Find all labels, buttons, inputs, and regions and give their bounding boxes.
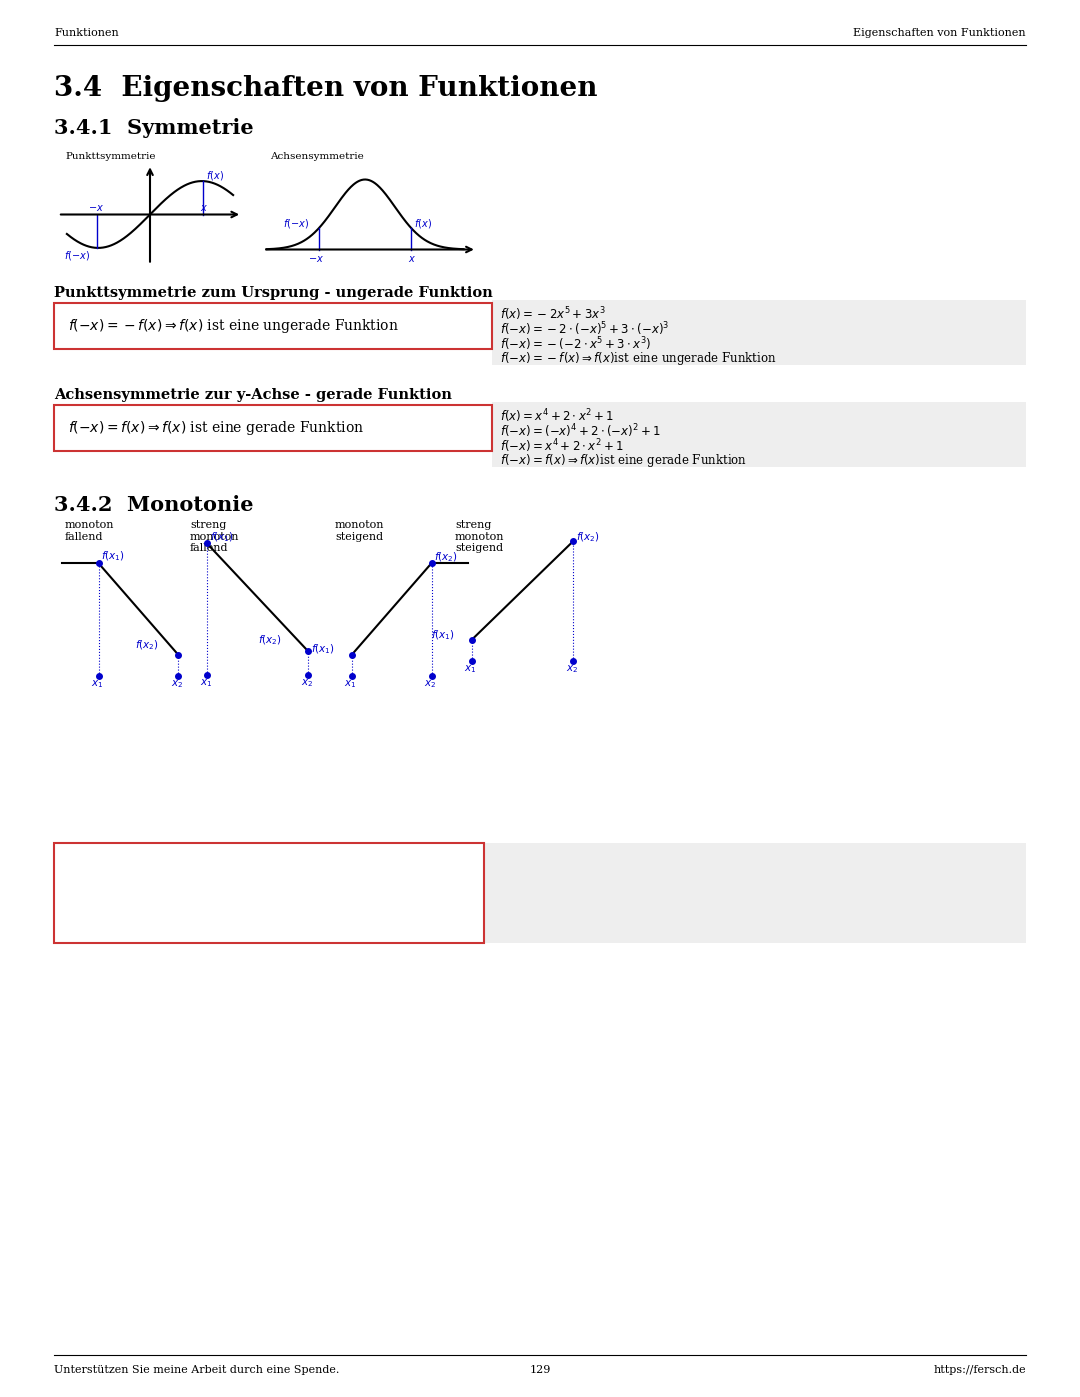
Text: $f(-x) = f(x) \Rightarrow f(x)$ ist eine gerade Funktion: $f(-x) = f(x) \Rightarrow f(x)$ ist eine…	[68, 419, 364, 437]
Text: $f(x_2)$: $f(x_2)$	[257, 634, 282, 647]
Text: $x$: $x$	[201, 203, 208, 212]
Text: smf: smf	[230, 923, 254, 937]
Text: $x_2$: $x_2$	[566, 662, 578, 675]
Text: $f(-x) = -2 \cdot (-x)^5 + 3 \cdot (-x)^3$: $f(-x) = -2 \cdot (-x)^5 + 3 \cdot (-x)^…	[500, 320, 670, 338]
Text: $f(x_1) \leq f(x_2)$: $f(x_1) \leq f(x_2)$	[320, 870, 395, 886]
Bar	[484, 842, 1026, 943]
Text: 3.4.2  Monotonie: 3.4.2 Monotonie	[54, 495, 254, 515]
Text: $f(x) = x^4 + 2 \cdot x^2 + 1$: $f(x) = x^4 + 2 \cdot x^2 + 1$	[500, 407, 613, 425]
Text: $-x$: $-x$	[87, 203, 104, 212]
Text: streng
monoton
steigend: streng monoton steigend	[455, 520, 504, 553]
Text: https://fersch.de: https://fersch.de	[933, 1365, 1026, 1375]
Text: $f(x_1) \geq f(x_2)$: $f(x_1) \geq f(x_2)$	[320, 907, 395, 922]
Text: $f(x_1)$: $f(x_1)$	[102, 549, 125, 563]
Text: $x_1 < x_2$: $x_1 < x_2$	[68, 849, 113, 865]
Bar	[54, 303, 492, 349]
Text: $f(-x) = -(-2 \cdot x^5 + 3 \cdot x^3)$: $f(-x) = -(-2 \cdot x^5 + 3 \cdot x^3)$	[500, 335, 651, 352]
Text: monoton steigend: monoton steigend	[68, 870, 188, 883]
Text: $f(-x) = -f(x) \Rightarrow f(x)$ ist eine ungerade Funktion: $f(-x) = -f(x) \Rightarrow f(x)$ ist ein…	[68, 317, 399, 335]
Text: Achsensymmetrie zur y-Achse - gerade Funktion: Achsensymmetrie zur y-Achse - gerade Fun…	[54, 388, 451, 402]
Text: streng monoton steigend: streng monoton steigend	[68, 888, 235, 901]
Text: $x_1$: $x_1$	[200, 678, 212, 689]
Bar	[492, 402, 1026, 467]
Text: $f(x_1)$: $f(x_1)$	[431, 629, 455, 643]
Text: $f(-x)$: $f(-x)$	[283, 217, 309, 229]
Text: 3.4.1  Symmetrie: 3.4.1 Symmetrie	[54, 117, 254, 138]
Text: $f(x_1)$: $f(x_1)$	[311, 643, 335, 655]
Text: $-x$: $-x$	[308, 254, 324, 264]
Text: $x_2$: $x_2$	[171, 678, 184, 690]
Text: $f(x_1)$: $f(x_1)$	[210, 531, 233, 543]
Text: $f(-x) = f(x) \Rightarrow f(x)$ist eine gerade Funktion: $f(-x) = f(x) \Rightarrow f(x)$ist eine …	[500, 453, 747, 469]
Text: $f(-x)$: $f(-x)$	[64, 249, 90, 263]
Text: $f(x_2)$: $f(x_2)$	[434, 550, 458, 564]
Text: $f(x_1) > f(x_2)$: $f(x_1) > f(x_2)$	[320, 923, 395, 940]
Text: sms: sms	[230, 888, 256, 901]
Text: $x_2$: $x_2$	[301, 678, 313, 689]
Text: $f(x_1) < f(x_2)$: $f(x_1) < f(x_2)$	[320, 888, 395, 904]
Text: Eigenschaften von Funktionen: Eigenschaften von Funktionen	[853, 28, 1026, 38]
Text: $f(-x) = (-x)^4 + 2 \cdot (-x)^2 + 1$: $f(-x) = (-x)^4 + 2 \cdot (-x)^2 + 1$	[500, 422, 661, 440]
Text: $f(-x) = x^4 + 2 \cdot x^2 + 1$: $f(-x) = x^4 + 2 \cdot x^2 + 1$	[500, 437, 624, 454]
Text: $f(-x) = -f(x) \Rightarrow f(x)$ist eine ungerade Funktion: $f(-x) = -f(x) \Rightarrow f(x)$ist eine…	[500, 351, 777, 367]
Text: Funktionen: Funktionen	[54, 28, 119, 38]
Text: $f(x)$: $f(x)$	[415, 217, 432, 229]
Text: $f(x_2)$: $f(x_2)$	[576, 529, 600, 543]
Text: $x_1$: $x_1$	[91, 678, 104, 690]
Text: Achsensymmetrie: Achsensymmetrie	[270, 152, 364, 161]
Text: Unterstützen Sie meine Arbeit durch eine Spende.: Unterstützen Sie meine Arbeit durch eine…	[54, 1365, 339, 1375]
Text: monoton fallend: monoton fallend	[68, 907, 177, 919]
Text: monoton
fallend: monoton fallend	[65, 520, 114, 542]
Bar	[54, 405, 492, 451]
Text: 129: 129	[529, 1365, 551, 1375]
Text: Punkttsymmetrie: Punkttsymmetrie	[65, 152, 156, 161]
Text: $x_2$: $x_2$	[424, 678, 436, 690]
Text: $f(x_2)$: $f(x_2)$	[135, 638, 159, 651]
Text: 3.4  Eigenschaften von Funktionen: 3.4 Eigenschaften von Funktionen	[54, 75, 597, 102]
Bar	[54, 842, 484, 943]
Text: monoton
steigend: monoton steigend	[335, 520, 384, 542]
Text: Punkttsymmetrie zum Ursprung - ungerade Funktion: Punkttsymmetrie zum Ursprung - ungerade …	[54, 286, 492, 300]
Text: $f(x) = -2x^5 + 3x^3$: $f(x) = -2x^5 + 3x^3$	[500, 305, 606, 323]
Text: $x_1$: $x_1$	[345, 678, 356, 690]
Text: $x$: $x$	[408, 254, 416, 264]
Text: $f(x)$: $f(x)$	[206, 169, 225, 182]
Bar	[492, 300, 1026, 365]
Text: streng
monoton
fallend: streng monoton fallend	[190, 520, 240, 553]
Text: $x_1$: $x_1$	[464, 662, 477, 675]
Text: streng monoton fallend: streng monoton fallend	[68, 923, 225, 937]
